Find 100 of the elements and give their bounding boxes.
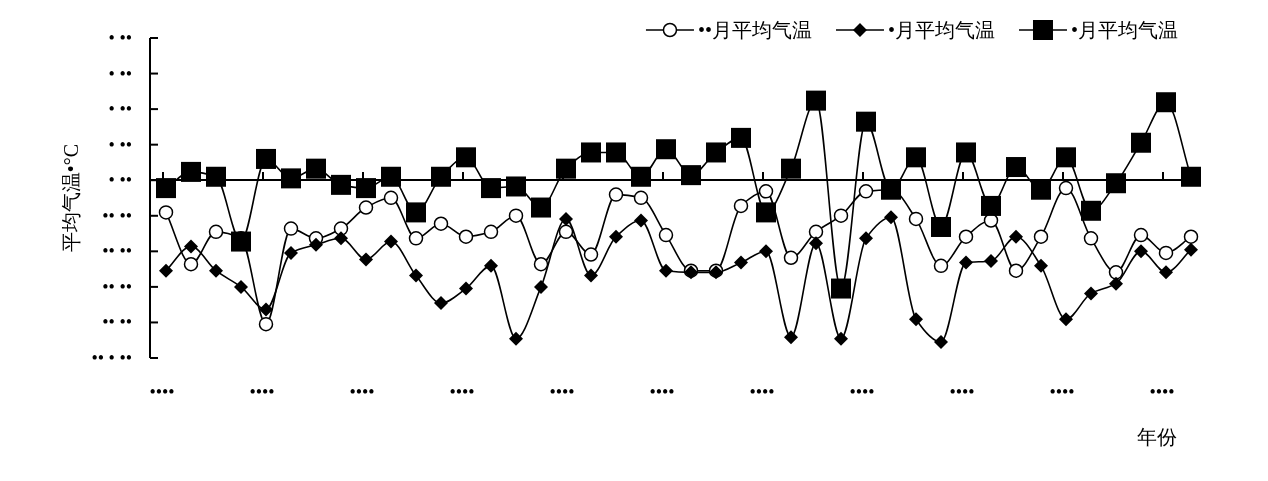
point [634, 213, 648, 228]
point [334, 231, 348, 246]
point [759, 244, 773, 259]
point [1156, 92, 1176, 113]
point [1109, 276, 1123, 291]
point [1131, 132, 1151, 153]
point [1009, 229, 1023, 244]
text: •• •• [102, 312, 132, 333]
point [509, 331, 523, 346]
point [184, 239, 198, 254]
point [409, 268, 423, 283]
point [231, 231, 251, 252]
point [306, 158, 326, 179]
point [234, 279, 248, 294]
point [806, 90, 826, 111]
point [758, 184, 774, 199]
x-tick-label: •••• [749, 382, 775, 402]
point [909, 312, 923, 327]
point [356, 178, 376, 199]
point [706, 142, 726, 163]
point [834, 331, 848, 346]
point [434, 296, 448, 311]
point [384, 234, 398, 249]
point [209, 263, 223, 278]
x-tick-label: •••• [949, 382, 975, 402]
legend-label: ••月平均气温 [697, 19, 812, 41]
point [756, 202, 776, 223]
point [1058, 180, 1074, 196]
point [934, 335, 948, 349]
point [283, 221, 299, 236]
text: • •• [108, 28, 132, 48]
point [1083, 231, 1099, 246]
x-tick-label: •••• [1049, 382, 1075, 402]
point [1081, 200, 1101, 221]
point [733, 198, 749, 214]
point [508, 208, 524, 223]
point [908, 211, 924, 227]
x-tick-label: •••• [349, 382, 375, 402]
point [408, 231, 424, 246]
point [1134, 244, 1148, 259]
legend-label: •月平均气温 [1070, 19, 1178, 41]
point [884, 210, 898, 225]
point [1184, 242, 1198, 257]
point [808, 224, 824, 240]
point [483, 224, 499, 240]
point [608, 187, 624, 202]
point [984, 254, 998, 268]
point [458, 229, 474, 244]
point [734, 255, 748, 270]
x-tick-label: •••• [549, 382, 575, 402]
point [531, 197, 551, 218]
point [1056, 147, 1076, 168]
point [1008, 263, 1024, 278]
x-tick-label: •••• [249, 382, 275, 402]
point [931, 216, 951, 237]
text: • •• [108, 99, 132, 120]
point [781, 158, 801, 179]
point [159, 263, 173, 278]
point [1158, 245, 1174, 261]
point [433, 216, 449, 231]
point [183, 256, 199, 272]
text: •• •• [102, 241, 132, 262]
point [533, 256, 549, 272]
point [1133, 227, 1149, 243]
x-axis-title: 年份 [1137, 426, 1177, 448]
point [906, 147, 926, 168]
x-tick-label: •••• [449, 382, 475, 402]
text: • •• [108, 63, 132, 84]
point [1108, 265, 1124, 280]
x-tick-label: •••• [849, 382, 875, 402]
point [606, 142, 626, 163]
point [181, 161, 201, 182]
point [381, 166, 401, 187]
point [259, 302, 273, 317]
point [206, 166, 226, 187]
point [959, 255, 973, 270]
x-tick-label: •••• [149, 382, 175, 402]
point [731, 127, 751, 148]
point [258, 316, 274, 332]
point [609, 229, 623, 244]
point [933, 258, 949, 274]
point [1006, 157, 1026, 178]
point [359, 252, 373, 267]
point [809, 236, 823, 251]
point [406, 202, 426, 223]
point [631, 166, 651, 187]
point [583, 247, 599, 262]
point [784, 330, 798, 345]
point [856, 111, 876, 132]
point [383, 190, 399, 206]
text: •• •• [102, 205, 132, 226]
point [506, 176, 526, 197]
point [256, 148, 276, 169]
point [956, 142, 976, 163]
point [431, 166, 451, 187]
point [656, 139, 676, 160]
point [833, 208, 849, 223]
point [333, 221, 349, 236]
point [156, 178, 176, 199]
point [681, 165, 701, 186]
